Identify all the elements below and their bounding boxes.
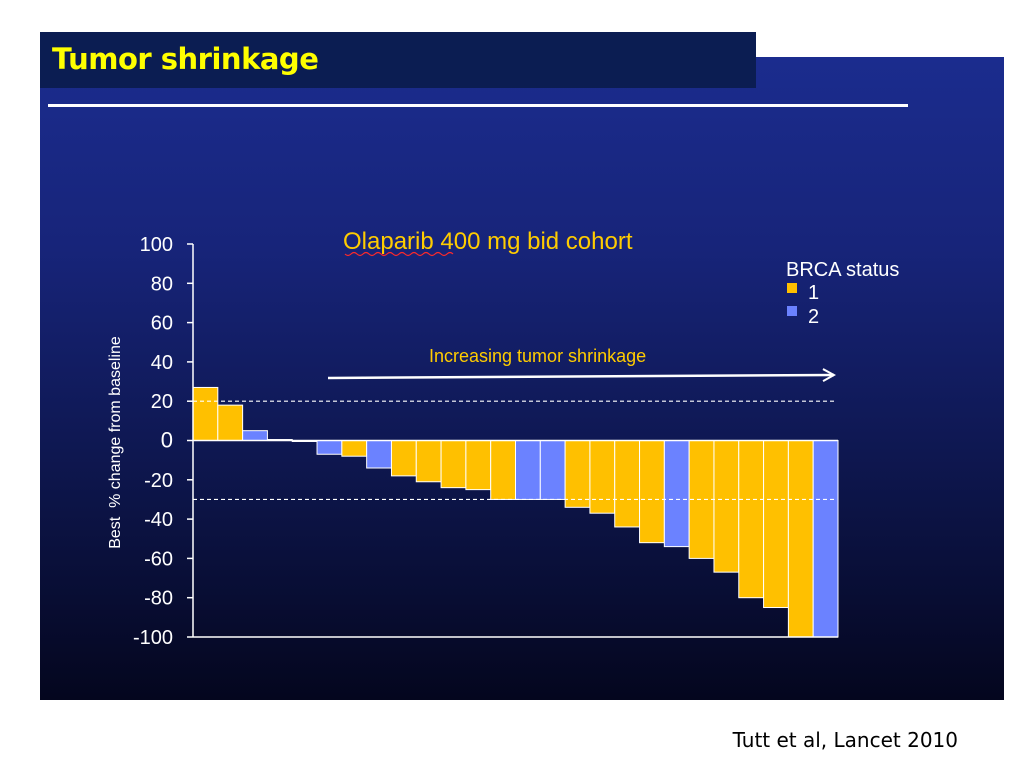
bar-brca2 bbox=[539, 440, 566, 500]
legend-title: BRCA status bbox=[786, 259, 899, 281]
title-box bbox=[40, 32, 756, 88]
bar-brca1 bbox=[390, 440, 417, 477]
bar-brca1 bbox=[192, 386, 219, 442]
annotation-text: Increasing tumor shrinkage bbox=[429, 346, 646, 366]
y-tick-label: 20 bbox=[151, 391, 173, 413]
y-tick-label: -60 bbox=[144, 548, 173, 570]
bar-brca1 bbox=[564, 440, 591, 508]
bar-brca2 bbox=[812, 440, 839, 638]
slide-panel bbox=[40, 57, 1004, 700]
y-tick-label: 40 bbox=[151, 352, 173, 374]
bar-brca2 bbox=[242, 430, 268, 441]
y-axis-label: Best % change from baseline bbox=[107, 336, 124, 549]
legend-swatch-brca1 bbox=[787, 283, 797, 293]
bar-brca1 bbox=[614, 440, 641, 528]
bars-group bbox=[192, 386, 839, 638]
legend-swatch-brca2 bbox=[787, 306, 797, 316]
y-tick-label: -40 bbox=[144, 509, 173, 531]
chart-title: Olaparib 400 mg bid cohort bbox=[343, 228, 633, 255]
y-tick-label: -100 bbox=[133, 627, 173, 649]
bar-brca2 bbox=[316, 440, 343, 455]
slide-title: Tumor shrinkage bbox=[52, 42, 319, 76]
reference-lines bbox=[193, 400, 834, 501]
bar-brca1 bbox=[787, 440, 814, 638]
bar-brca1 bbox=[415, 440, 442, 483]
bar-brca2 bbox=[366, 440, 392, 469]
citation: Tutt et al, Lancet 2010 bbox=[732, 728, 958, 752]
y-tick-label: -20 bbox=[144, 470, 173, 492]
bar-brca1 bbox=[217, 404, 244, 442]
legend-label-brca1: 1 bbox=[808, 282, 819, 304]
bar-brca1 bbox=[465, 440, 492, 491]
bar-brca1 bbox=[738, 440, 765, 599]
y-ticks: 100 80 60 40 20 0 -20 -40 -60 -80 -100 bbox=[133, 234, 193, 649]
spellcheck-underline bbox=[344, 251, 454, 257]
bar-brca1 bbox=[341, 440, 368, 457]
bar-brca2 bbox=[515, 440, 541, 500]
y-tick-label: 80 bbox=[151, 273, 173, 295]
bar-brca1 bbox=[763, 440, 789, 609]
bar-brca1 bbox=[639, 440, 665, 544]
annotation-arrow bbox=[327, 375, 834, 378]
y-tick-label: 0 bbox=[161, 428, 173, 453]
y-tick-label: 60 bbox=[151, 313, 173, 335]
y-tick-label: -80 bbox=[144, 588, 173, 610]
bar-brca2 bbox=[663, 440, 690, 548]
bar-brca1 bbox=[589, 440, 616, 514]
bar-brca1 bbox=[713, 440, 740, 573]
bar-brca1 bbox=[440, 440, 467, 489]
bar-brca1 bbox=[490, 440, 517, 500]
title-rule bbox=[48, 104, 908, 107]
y-tick-label: 100 bbox=[140, 234, 173, 256]
legend-label-brca2: 2 bbox=[808, 306, 819, 328]
